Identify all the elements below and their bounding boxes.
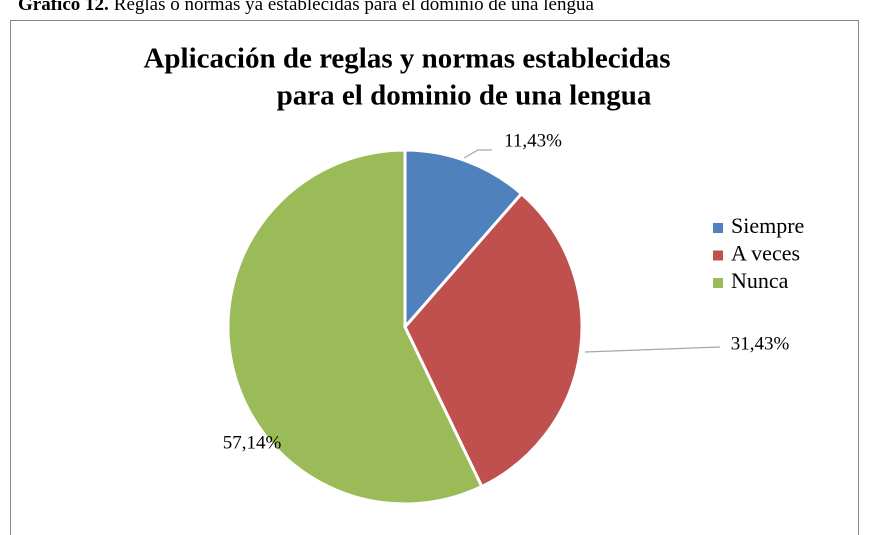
leader-line xyxy=(463,149,492,159)
chart-frame xyxy=(10,20,859,535)
legend-label: A veces xyxy=(731,241,800,266)
leader-line xyxy=(584,346,721,353)
pie-slice xyxy=(226,148,484,506)
pie: 11,43% 31,43% 57,14% xyxy=(223,130,790,506)
pie-slice xyxy=(403,192,584,488)
legend-swatch xyxy=(713,223,723,233)
caption-label: Gráfico 12. xyxy=(18,0,109,15)
legend-label: Siempre xyxy=(731,213,804,238)
data-label: 57,14% xyxy=(223,432,282,453)
data-label: 11,43% xyxy=(504,130,562,151)
chart-title: Aplicación de reglas y normas establecid… xyxy=(143,43,670,75)
chart-title: para el dominio de una lengua xyxy=(277,80,652,112)
pie-slice xyxy=(403,148,523,329)
caption-text: Reglas o normas ya establecidas para el … xyxy=(114,0,595,15)
data-label: 31,43% xyxy=(731,333,790,354)
caption: Gráfico 12. Reglas o normas ya establecid… xyxy=(18,0,594,15)
legend-swatch xyxy=(713,278,723,288)
legend-swatch xyxy=(713,250,723,261)
legend-label: Nunca xyxy=(731,268,789,293)
